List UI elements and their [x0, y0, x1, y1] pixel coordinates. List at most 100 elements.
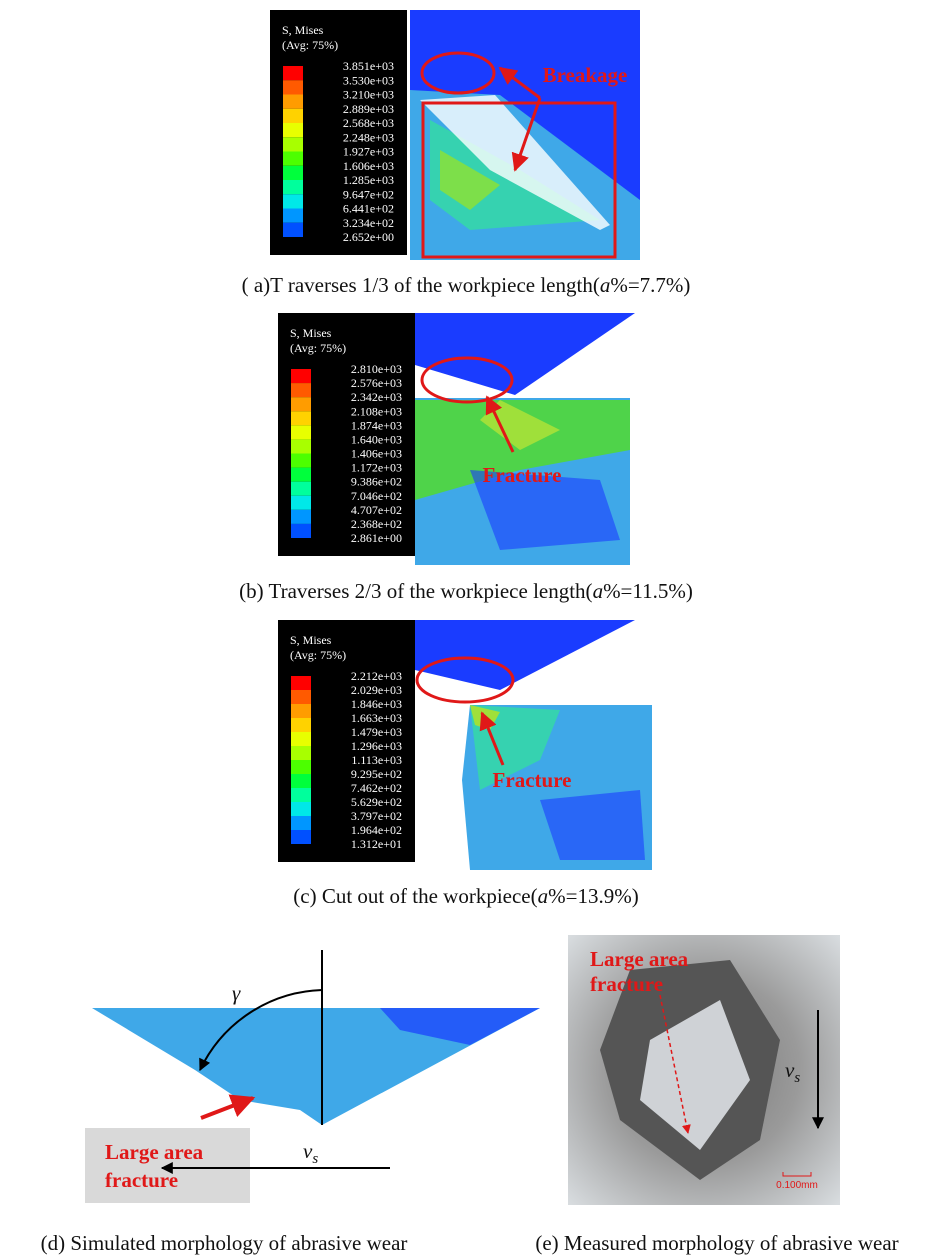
legend-value: 2.368e+02: [351, 517, 402, 531]
legend-value: 3.210e+03: [343, 88, 394, 102]
caption-part: %=7.7%): [610, 273, 690, 297]
legend-swatch: [291, 454, 311, 468]
legend-value: 3.530e+03: [343, 73, 394, 87]
legend-value: 3.234e+02: [343, 216, 394, 230]
caption-part: %=13.9%): [548, 884, 639, 908]
legend-swatch: [291, 816, 311, 830]
legend-value: 6.441e+02: [343, 202, 394, 216]
legend-title: (Avg: 75%): [290, 648, 346, 662]
legend-swatch: [291, 802, 311, 816]
caption-part: %=11.5%): [603, 579, 693, 603]
legend-value: 1.640e+03: [351, 432, 402, 446]
legend-value: 1.406e+03: [351, 447, 402, 461]
legend-swatch: [291, 746, 311, 760]
legend-value: 7.046e+02: [351, 489, 402, 503]
fracture-label: fracture: [105, 1168, 178, 1192]
caption-part: a: [600, 273, 611, 297]
legend-swatch: [283, 137, 303, 151]
caption: (e) Measured morphology of abrasive wear: [535, 1231, 898, 1255]
legend-value: 1.479e+03: [351, 725, 402, 739]
angle-label: γ: [232, 981, 241, 1005]
legend-swatch: [283, 80, 303, 94]
legend-swatch: [283, 152, 303, 166]
legend-swatch: [291, 732, 311, 746]
legend-swatch: [291, 439, 311, 453]
contour-b: [415, 313, 635, 565]
legend-swatch: [283, 166, 303, 180]
legend-swatch: [291, 425, 311, 439]
legend-swatch: [291, 830, 311, 844]
legend-swatch: [283, 180, 303, 194]
legend-value: 1.964e+02: [351, 823, 402, 837]
legend-swatch: [291, 383, 311, 397]
legend-value: 1.663e+03: [351, 711, 402, 725]
legend-value: 1.874e+03: [351, 418, 402, 432]
caption-part: ( a)T raverses 1/3 of the workpiece leng…: [242, 273, 600, 297]
legend-value: 2.810e+03: [351, 362, 402, 376]
legend-value: 1.113e+03: [351, 753, 402, 767]
legend-swatch: [291, 510, 311, 524]
caption: (d) Simulated morphology of abrasive wea…: [41, 1231, 408, 1255]
caption: ( a)T raverses 1/3 of the workpiece leng…: [242, 273, 691, 297]
legend-value: 1.312e+01: [351, 837, 402, 851]
legend-value: 2.861e+00: [351, 531, 402, 545]
legend-value: 3.851e+03: [343, 59, 394, 73]
figure: S, Mises(Avg: 75%)3.851e+033.530e+033.21…: [0, 0, 933, 1257]
legend-swatch: [291, 774, 311, 788]
legend-swatch: [283, 223, 303, 237]
legend-swatch: [291, 468, 311, 482]
caption-part: (c) Cut out of the workpiece(: [293, 884, 537, 908]
legend-value: 4.707e+02: [351, 503, 402, 517]
caption-part: a: [538, 884, 549, 908]
legend-title: (Avg: 75%): [282, 38, 338, 52]
fracture-label: Large area: [105, 1140, 204, 1164]
legend-value: 2.248e+03: [343, 130, 394, 144]
legend-title: S, Mises: [290, 326, 332, 340]
caption: (c) Cut out of the workpiece(a%=13.9%): [293, 884, 638, 908]
velocity-subscript: s: [794, 1070, 800, 1086]
fracture-label: fracture: [590, 972, 663, 996]
legend-swatch: [291, 397, 311, 411]
annotation: Fracture: [493, 768, 572, 792]
legend-value: 9.295e+02: [351, 767, 402, 781]
scale-label: 0.100mm: [776, 1180, 818, 1191]
legend-value: 2.576e+03: [351, 376, 402, 390]
legend-value: 2.889e+03: [343, 102, 394, 116]
legend-swatch: [291, 718, 311, 732]
legend-value: 2.568e+03: [343, 116, 394, 130]
legend-value: 1.172e+03: [351, 461, 402, 475]
legend-swatch: [291, 788, 311, 802]
fracture-label: Large area: [590, 947, 689, 971]
legend-title: S, Mises: [290, 633, 332, 647]
legend-value: 2.342e+03: [351, 390, 402, 404]
legend-title: (Avg: 75%): [290, 341, 346, 355]
legend-swatch: [291, 760, 311, 774]
legend-value: 3.797e+02: [351, 809, 402, 823]
legend-swatch: [283, 123, 303, 137]
legend-swatch: [291, 369, 311, 383]
legend-value: 9.386e+02: [351, 475, 402, 489]
contour-a: [410, 10, 640, 260]
legend-swatch: [291, 524, 311, 538]
legend-value: 2.652e+00: [343, 230, 394, 244]
legend-value: 2.108e+03: [351, 404, 402, 418]
annotation: Breakage: [543, 63, 628, 87]
legend-value: 1.285e+03: [343, 173, 394, 187]
legend-value: 1.296e+03: [351, 739, 402, 753]
velocity-subscript: s: [312, 1151, 318, 1167]
legend-swatch: [283, 194, 303, 208]
legend-value: 2.212e+03: [351, 669, 402, 683]
contour-c: [415, 620, 652, 870]
legend-value: 1.606e+03: [343, 159, 394, 173]
caption-part: (b) Traverses 2/3 of the workpiece lengt…: [239, 579, 592, 603]
legend-title: S, Mises: [282, 23, 324, 37]
legend-swatch: [291, 411, 311, 425]
caption-part: a: [593, 579, 604, 603]
legend-swatch: [291, 496, 311, 510]
velocity-label: vs: [303, 1139, 318, 1167]
legend-value: 1.927e+03: [343, 145, 394, 159]
legend-swatch: [291, 704, 311, 718]
caption: (b) Traverses 2/3 of the workpiece lengt…: [239, 579, 693, 603]
legend-value: 5.629e+02: [351, 795, 402, 809]
legend-swatch: [283, 109, 303, 123]
